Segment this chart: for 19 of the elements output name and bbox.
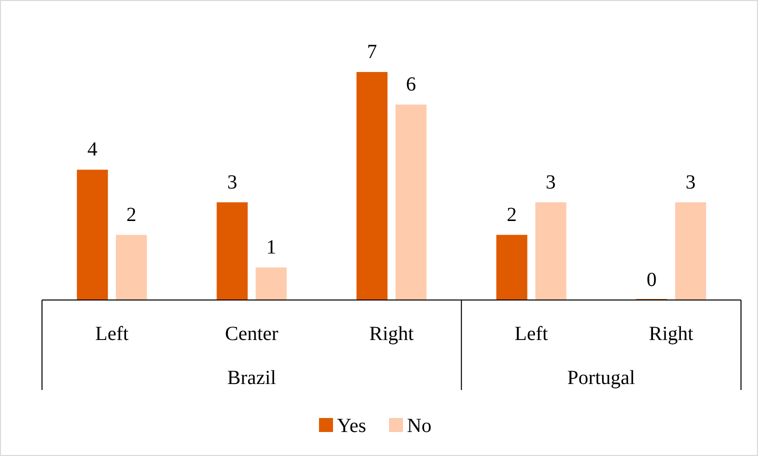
x-tick-label: Left [514, 323, 548, 345]
data-label: 0 [646, 269, 657, 291]
data-label: 6 [406, 74, 416, 96]
x-tick-label: Center [225, 323, 279, 345]
x-tick-label: Right [648, 323, 694, 345]
data-label: 1 [266, 236, 276, 258]
data-label: 4 [87, 138, 98, 161]
data-label: 3 [227, 171, 238, 194]
legend-label: No [407, 415, 432, 437]
data-label: 2 [506, 204, 517, 226]
text: Portugal [567, 367, 636, 389]
x-tick-label: Right [369, 323, 414, 345]
data-label: 3 [686, 171, 696, 194]
text: Brazil [227, 367, 277, 389]
data-label: 2 [126, 204, 136, 226]
data-label: 7 [367, 41, 377, 63]
legend-label: Yes [337, 415, 366, 437]
data-label: 3 [546, 171, 556, 194]
x-tick-label: Left [95, 323, 129, 345]
